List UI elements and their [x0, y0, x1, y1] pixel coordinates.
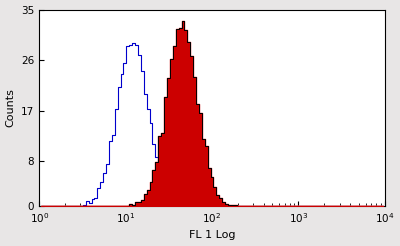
- X-axis label: FL 1 Log: FL 1 Log: [189, 231, 235, 240]
- Y-axis label: Counts: Counts: [6, 89, 16, 127]
